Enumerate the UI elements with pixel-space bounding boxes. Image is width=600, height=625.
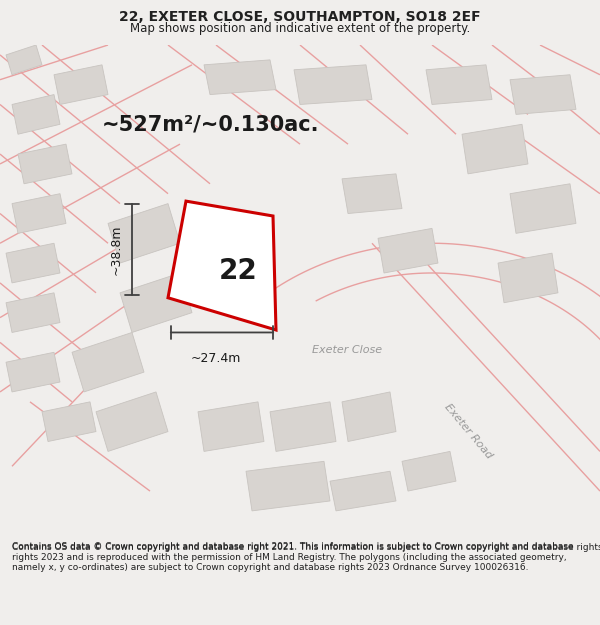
Polygon shape <box>246 461 330 511</box>
Polygon shape <box>462 124 528 174</box>
Text: Exeter Road: Exeter Road <box>442 402 494 461</box>
Polygon shape <box>54 65 108 104</box>
Polygon shape <box>426 65 492 104</box>
Polygon shape <box>18 144 72 184</box>
Polygon shape <box>12 194 66 233</box>
Polygon shape <box>168 201 276 330</box>
Text: ~38.8m: ~38.8m <box>110 224 123 275</box>
Polygon shape <box>6 45 42 75</box>
Polygon shape <box>402 451 456 491</box>
Polygon shape <box>72 332 144 392</box>
Polygon shape <box>270 402 336 451</box>
Polygon shape <box>342 174 402 214</box>
Polygon shape <box>96 392 168 451</box>
Polygon shape <box>498 253 558 302</box>
Polygon shape <box>12 94 60 134</box>
Polygon shape <box>330 471 396 511</box>
Polygon shape <box>378 228 438 273</box>
Polygon shape <box>42 402 96 441</box>
Polygon shape <box>6 292 60 332</box>
Polygon shape <box>6 352 60 392</box>
Polygon shape <box>108 204 180 263</box>
Polygon shape <box>510 184 576 233</box>
Text: ~527m²/~0.130ac.: ~527m²/~0.130ac. <box>102 114 320 134</box>
Polygon shape <box>120 273 192 332</box>
Polygon shape <box>510 75 576 114</box>
Polygon shape <box>342 392 396 441</box>
Text: 22: 22 <box>218 257 257 285</box>
Polygon shape <box>294 65 372 104</box>
Text: 22, EXETER CLOSE, SOUTHAMPTON, SO18 2EF: 22, EXETER CLOSE, SOUTHAMPTON, SO18 2EF <box>119 10 481 24</box>
Text: Contains OS data © Crown copyright and database right 2021. This information is : Contains OS data © Crown copyright and d… <box>12 542 574 572</box>
Text: Map shows position and indicative extent of the property.: Map shows position and indicative extent… <box>130 22 470 35</box>
Polygon shape <box>6 243 60 283</box>
Polygon shape <box>198 402 264 451</box>
Text: ~27.4m: ~27.4m <box>191 352 241 365</box>
Polygon shape <box>204 60 276 94</box>
Text: Exeter Close: Exeter Close <box>312 345 382 355</box>
Text: Contains OS data © Crown copyright and database right 2021. This information is : Contains OS data © Crown copyright and d… <box>12 543 600 552</box>
